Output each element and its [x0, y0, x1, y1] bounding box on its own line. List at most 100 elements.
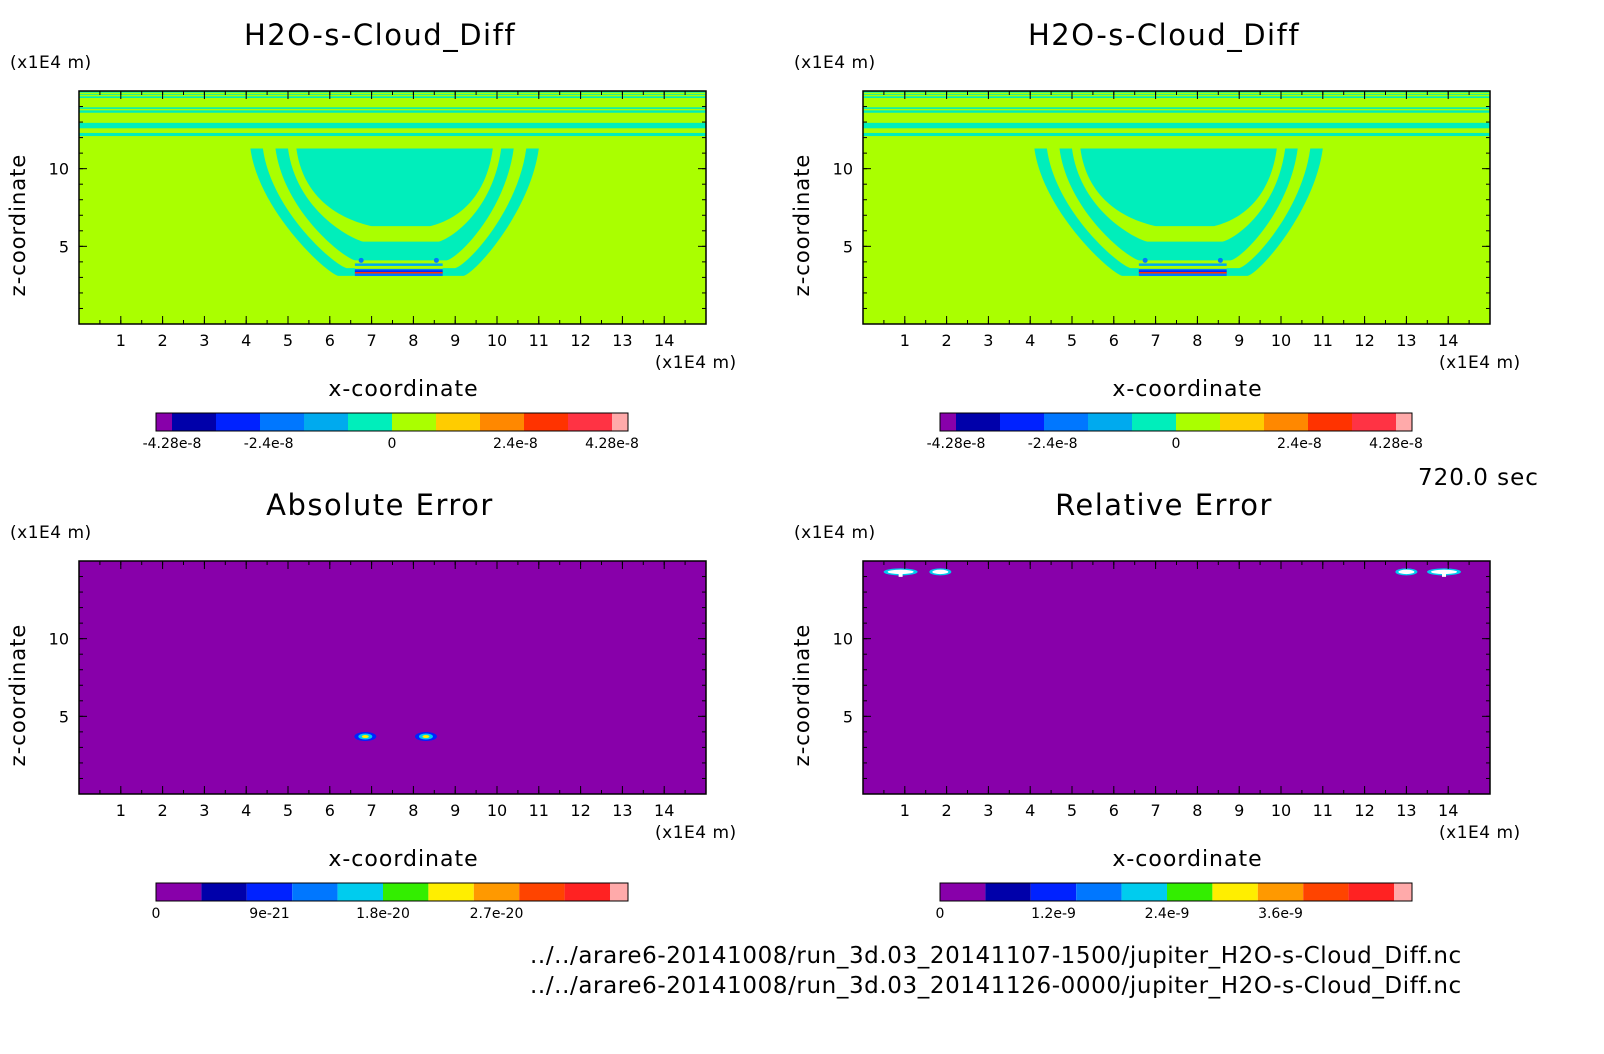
- x-tick-label: 11: [1313, 331, 1333, 350]
- x-tick-label: 6: [1109, 801, 1119, 820]
- x-tick-label: 6: [325, 801, 335, 820]
- bottom-stripe: [1138, 263, 1227, 266]
- upper-band: [79, 132, 706, 137]
- x-tick-label: 14: [1438, 331, 1458, 350]
- x-tick-label: 4: [1025, 801, 1035, 820]
- z-tick-label: 5: [59, 707, 69, 726]
- x-tick-label: 2: [158, 331, 168, 350]
- colorbar-swatch: [292, 883, 338, 901]
- x-unit-label: (x1E4 m): [1439, 353, 1521, 373]
- x-tick-label: 13: [1396, 331, 1416, 350]
- x-tick-label: 1: [900, 331, 910, 350]
- bottom-stripe: [1138, 271, 1227, 275]
- panel-title: Relative Error: [1055, 488, 1273, 522]
- x-unit-label: (x1E4 m): [1439, 823, 1521, 843]
- x-tick-label: 11: [529, 331, 549, 350]
- bottom-stripe: [354, 270, 443, 273]
- x-tick-label: 10: [487, 331, 507, 350]
- x-tick-label: 12: [570, 801, 590, 820]
- panel-title: H2O-s-Cloud_Diff: [243, 18, 517, 52]
- x-tick-label: 9: [1234, 331, 1244, 350]
- field-background: [863, 561, 1490, 794]
- x-tick-label: 5: [283, 331, 293, 350]
- x-unit-label: (x1E4 m): [655, 823, 737, 843]
- colorbar-swatch: [260, 413, 304, 431]
- file-path-2: ../../arare6-20141008/run_3d.03_20141126…: [530, 973, 1462, 999]
- colorbar-swatch: [1088, 413, 1132, 431]
- x-tick-label: 13: [612, 331, 632, 350]
- bottom-stripe: [1138, 268, 1227, 272]
- x-axis-label: x-coordinate: [1112, 847, 1263, 872]
- colorbar-swatch: [524, 413, 568, 431]
- x-tick-label: 10: [1271, 801, 1291, 820]
- colorbar-tick-label: 1.8e-20: [356, 906, 410, 922]
- colorbar-swatch: [1308, 413, 1352, 431]
- x-tick-label: 4: [241, 331, 251, 350]
- error-hotspot-peak: [1398, 569, 1415, 575]
- error-hotspot-peak: [932, 569, 949, 575]
- x-tick-label: 5: [1067, 801, 1077, 820]
- x-tick-label: 7: [367, 331, 377, 350]
- colorbar-tick-label: 1.2e-9: [1031, 906, 1076, 922]
- bottom-stripe: [354, 273, 443, 277]
- upper-band: [863, 132, 1490, 137]
- colorbar-tick-label: 0: [388, 436, 397, 452]
- x-tick-label: 1: [116, 801, 126, 820]
- x-tick-label: 11: [529, 801, 549, 820]
- anomaly-dot: [358, 257, 364, 263]
- colorbar-swatch: [1044, 413, 1088, 431]
- anomaly-dot: [433, 257, 439, 263]
- colorbar-tick-label: 2.4e-9: [1145, 906, 1190, 922]
- colorbar-swatch: [1076, 883, 1122, 901]
- colorbar-swatch: [304, 413, 348, 431]
- x-axis-label: x-coordinate: [328, 377, 479, 402]
- x-tick-label: 10: [487, 801, 507, 820]
- colorbar-swatch: [940, 413, 956, 431]
- heatmap-plot: 0 9e-21 1.8e-20 2.7e-201 2 3 4 5 6 7 8 9 10 11 12 13 145…: [49, 560, 707, 922]
- z-tick-label: 5: [843, 237, 853, 256]
- bottom-stripe: [354, 263, 443, 266]
- x-tick-label: 7: [1151, 331, 1161, 350]
- error-hotspot-peak: [361, 735, 369, 739]
- colorbar-tick-label: -2.4e-8: [244, 436, 294, 452]
- bowl-core: [296, 148, 493, 227]
- x-tick-label: 3: [983, 331, 993, 350]
- colorbar-swatch: [1303, 883, 1349, 901]
- colorbar-swatch: [1132, 413, 1176, 431]
- colorbar-swatch: [172, 413, 216, 431]
- colorbar-swatch: [480, 413, 524, 431]
- x-tick-label: 8: [408, 331, 418, 350]
- colorbar-tick-label: 3.6e-9: [1258, 906, 1303, 922]
- heatmap-plot: 0 1.2e-9 2.4e-9 3.6e-91 2 3 4 5 6 7 8 9 10 11 12 13 1451…: [833, 560, 1491, 922]
- colorbar-swatch: [940, 883, 986, 901]
- colorbar-swatch: [246, 883, 293, 901]
- colorbar-swatch: [1176, 413, 1220, 431]
- x-tick-label: 13: [612, 801, 632, 820]
- x-tick-label: 8: [1192, 331, 1202, 350]
- colorbar-swatch: [216, 413, 260, 431]
- anomaly-dot: [1142, 257, 1148, 263]
- z-tick-label: 10: [49, 630, 69, 649]
- colorbar-tick-label: 2.4e-8: [1277, 436, 1322, 452]
- colorbar-swatch: [1212, 883, 1258, 901]
- x-tick-label: 6: [1109, 331, 1119, 350]
- x-tick-label: 12: [1354, 331, 1374, 350]
- x-tick-label: 12: [570, 331, 590, 350]
- colorbar-swatch: [337, 883, 383, 901]
- x-tick-label: 1: [900, 801, 910, 820]
- z-unit-label: (x1E4 m): [10, 53, 92, 73]
- colorbar-swatch: [156, 413, 172, 431]
- z-tick-label: 10: [833, 160, 853, 179]
- z-unit-label: (x1E4 m): [794, 523, 876, 543]
- colorbar-swatch: [956, 413, 1000, 431]
- x-tick-label: 4: [1025, 331, 1035, 350]
- colorbar-swatch: [610, 883, 628, 901]
- time-label: 720.0 sec: [1418, 465, 1539, 491]
- upper-band: [79, 122, 706, 129]
- colorbar-swatch: [985, 883, 1031, 901]
- colorbar-swatch: [392, 413, 436, 431]
- x-tick-label: 14: [1438, 801, 1458, 820]
- colorbar-tick-label: 0: [1172, 436, 1181, 452]
- bottom-stripe: [1138, 270, 1227, 273]
- colorbar-swatch: [1167, 883, 1213, 901]
